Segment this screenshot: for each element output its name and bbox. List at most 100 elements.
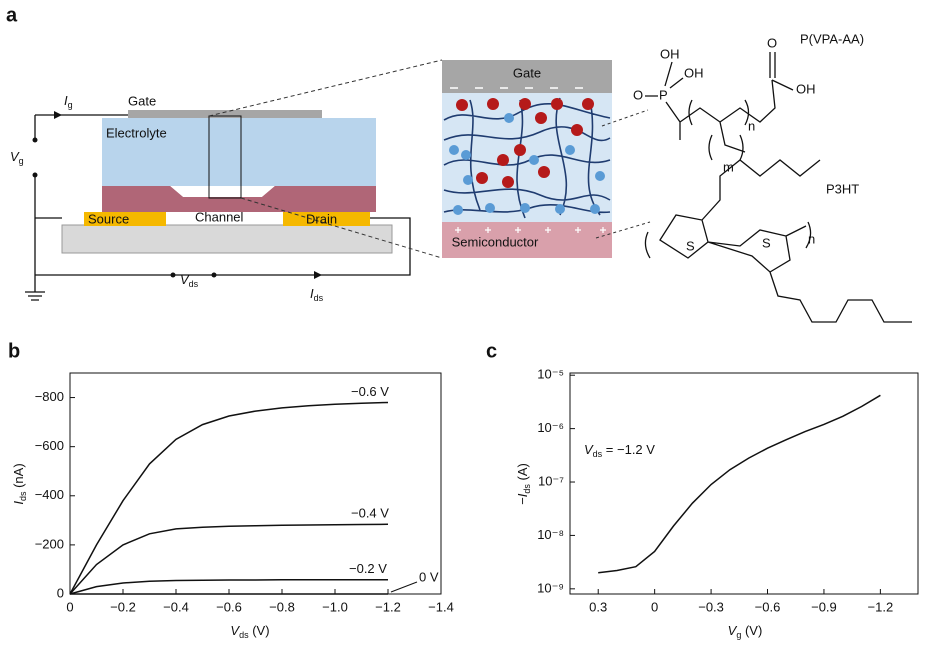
x-tick-label: −0.8 (269, 599, 295, 614)
data-line (69, 579, 388, 595)
symbol: Vg (10, 149, 24, 166)
x-tick-label: −1.2 (868, 599, 894, 614)
y-tick-label: 10⁻⁹ (537, 580, 564, 595)
label: Electrolyte (106, 125, 167, 140)
symbol: I (64, 93, 68, 108)
symbol: Ig (64, 93, 73, 110)
data-line (69, 523, 389, 595)
axis-label: Ids (nA) (11, 463, 28, 504)
axis-label: Vds (V) (230, 623, 269, 640)
source (84, 212, 166, 226)
series-label: 0 V (419, 569, 439, 584)
subscript: g (68, 100, 73, 110)
anions (449, 113, 605, 215)
axis-label: −Ids (A) (515, 463, 532, 505)
x-tick-label: −1.0 (322, 599, 348, 614)
axis-label: Vds = −1.2 V (584, 442, 655, 459)
drain (283, 212, 370, 226)
label: Drain (306, 211, 337, 226)
label: P3HT (826, 181, 859, 196)
circuit (25, 114, 411, 301)
subscript: ds (18, 491, 28, 501)
x-tick-label: 0 (651, 599, 658, 614)
cations (456, 98, 594, 188)
label: Channel (195, 209, 244, 224)
x-tick-label: −0.3 (698, 599, 724, 614)
x-tick-label: 0.3 (589, 599, 607, 614)
panel-label: c (486, 340, 497, 362)
channel (102, 186, 376, 200)
subscript: ds (522, 484, 532, 494)
atom: S (686, 238, 695, 253)
x-tick-label: −0.6 (755, 599, 781, 614)
data-line (69, 401, 389, 595)
zoom-line (208, 59, 443, 259)
label: P(VPA-AA) (800, 31, 864, 46)
series-label: −0.2 V (349, 561, 387, 576)
subscript: ds (239, 630, 249, 640)
symbol: V (230, 623, 240, 638)
symbol: Vds (180, 272, 199, 289)
charges (455, 227, 606, 233)
unit: (A) (515, 463, 530, 484)
y-tick-label: −400 (35, 487, 64, 502)
unit: (V) (741, 623, 762, 638)
panel-label: b (8, 340, 20, 362)
inset-semiconductor (442, 222, 612, 258)
atom: P (659, 87, 668, 102)
terminal (170, 272, 176, 278)
charts: b 0 −0.2 −0.4 −0.6 −0.8 −1.0 −1.2 −1.4 0 −200 −400 −… (8, 340, 919, 640)
symbol: I (11, 501, 26, 505)
symbol: V (10, 149, 20, 164)
plot-frame (569, 372, 919, 595)
symbol: V (584, 442, 594, 457)
y-tick-label: 10⁻⁷ (538, 473, 564, 488)
series-label: −0.4 V (351, 506, 389, 521)
y-tick-label: −200 (35, 536, 64, 551)
atom: m (723, 159, 734, 174)
atom: OH (684, 65, 704, 80)
label: Gate (128, 93, 156, 108)
atom: n (808, 231, 815, 246)
terminal (32, 172, 38, 178)
series-label: −0.6 V (351, 384, 389, 399)
symbol: Ids (310, 286, 324, 303)
axis-label: Vg (V) (728, 623, 763, 640)
atom: n (748, 118, 755, 133)
electrolyte (102, 118, 376, 186)
label: Source (88, 211, 129, 226)
atom: O (633, 87, 643, 102)
terminal (211, 272, 217, 278)
x-tick-label: −0.2 (110, 599, 136, 614)
x-tick-label: 0 (66, 599, 73, 614)
subscript: ds (593, 449, 603, 459)
y-tick-label: 0 (57, 585, 64, 600)
label: Semiconductor (452, 234, 539, 249)
substrate (61, 224, 393, 254)
zoom-box (208, 115, 242, 199)
symbol: V (180, 272, 190, 287)
subscript: g (19, 156, 24, 166)
gate (128, 110, 322, 118)
leader (390, 581, 418, 593)
symbol: −I (515, 493, 530, 505)
x-tick-label: −0.6 (216, 599, 242, 614)
x-tick-label: −0.4 (163, 599, 189, 614)
structure (645, 52, 794, 161)
pointer (595, 109, 651, 239)
atom: OH (660, 46, 680, 61)
label: Gate (513, 65, 541, 80)
panel-label: a (6, 4, 18, 26)
unit: (nA) (11, 463, 26, 491)
panel-a: a Gate Electrolyte Source Channel Drain … (6, 4, 912, 323)
y-tick-label: −600 (35, 438, 64, 453)
subscript: g (736, 630, 741, 640)
symbol: I (310, 286, 314, 301)
x-tick-label: −0.9 (811, 599, 837, 614)
structure (644, 159, 912, 323)
subscript: ds (314, 293, 324, 303)
atom: O (767, 35, 777, 50)
unit: = −1.2 V (602, 442, 655, 457)
subscript: ds (189, 279, 199, 289)
